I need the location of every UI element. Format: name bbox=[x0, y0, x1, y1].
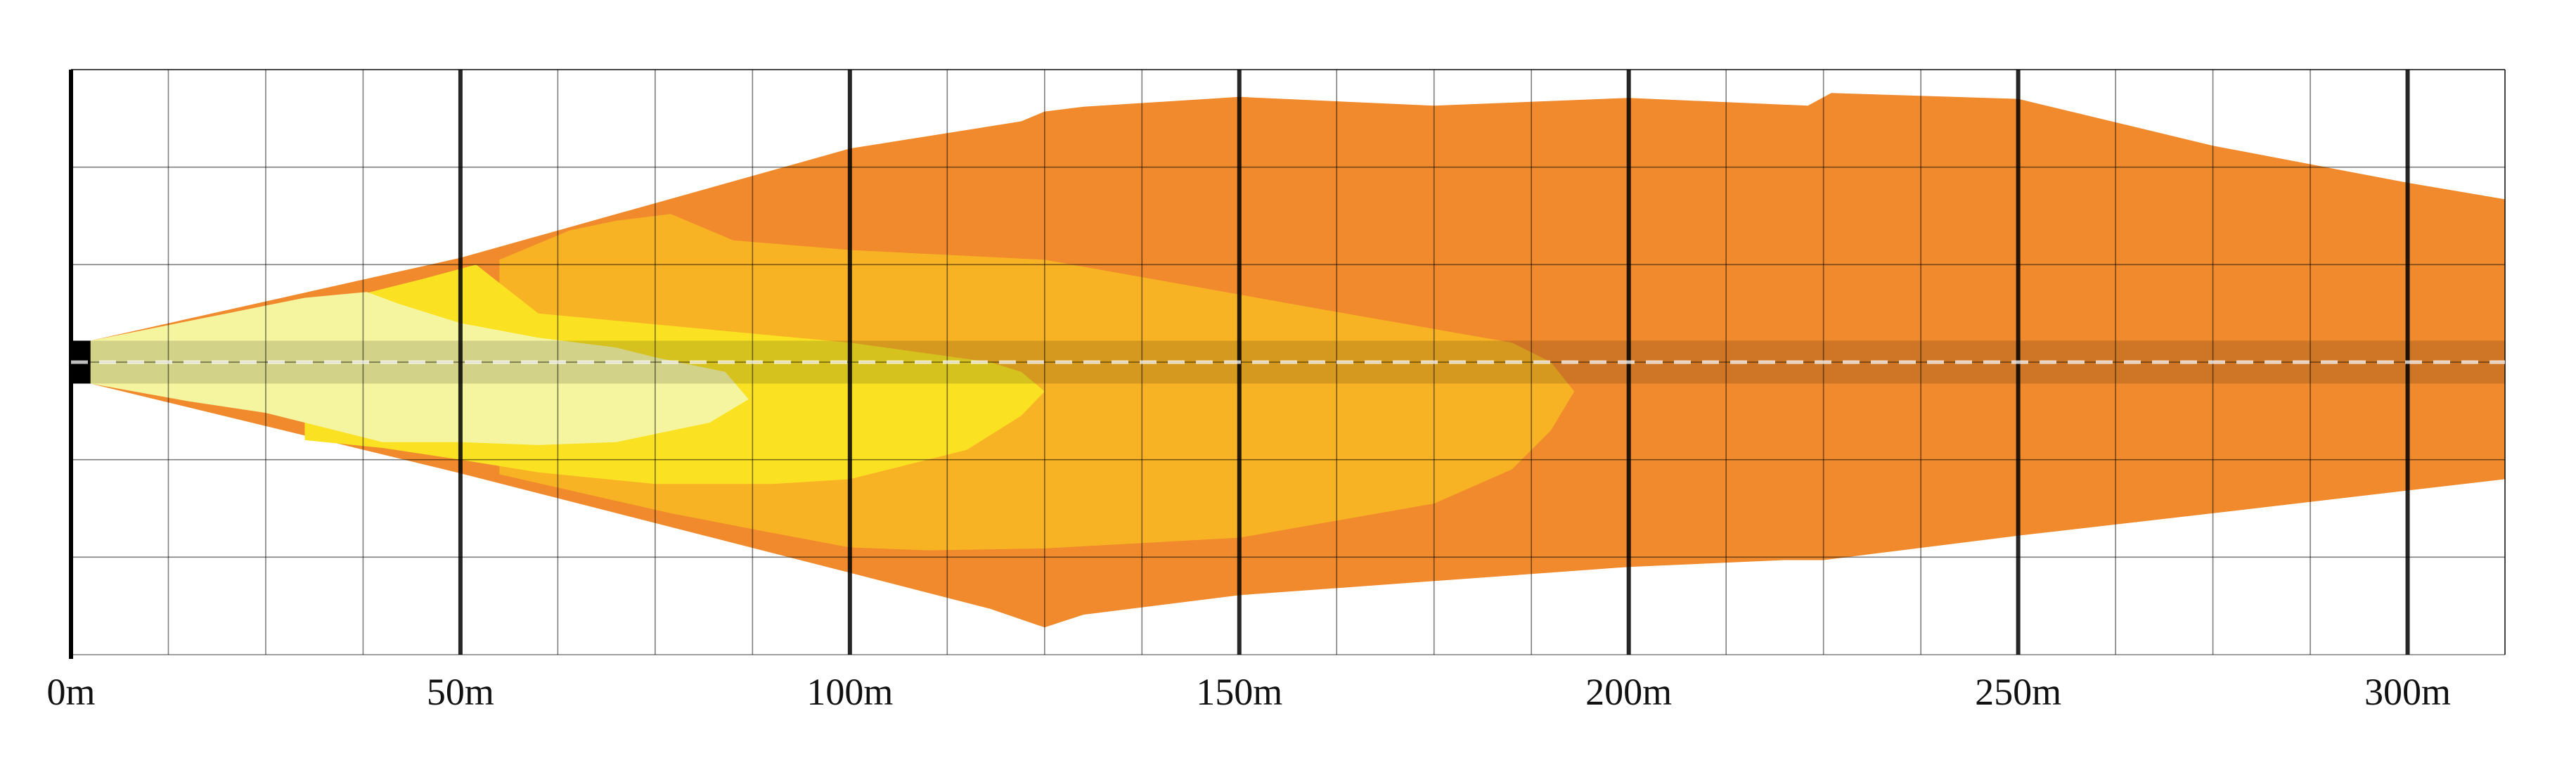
x-tick-label: 50m bbox=[427, 671, 494, 713]
beam-bands bbox=[90, 93, 2506, 628]
x-tick-label: 0m bbox=[46, 671, 95, 713]
x-tick-label: 250m bbox=[1975, 671, 2061, 713]
beam-band-4 bbox=[90, 292, 749, 445]
x-tick-label: 150m bbox=[1196, 671, 1282, 713]
x-tick-label: 300m bbox=[2364, 671, 2451, 713]
x-tick-label: 100m bbox=[806, 671, 893, 713]
center-axis bbox=[71, 340, 2505, 384]
x-axis-ticks: 0m 50m 100m 150m 200m 250m 300m bbox=[46, 671, 2451, 713]
x-tick-label: 200m bbox=[1585, 671, 1672, 713]
